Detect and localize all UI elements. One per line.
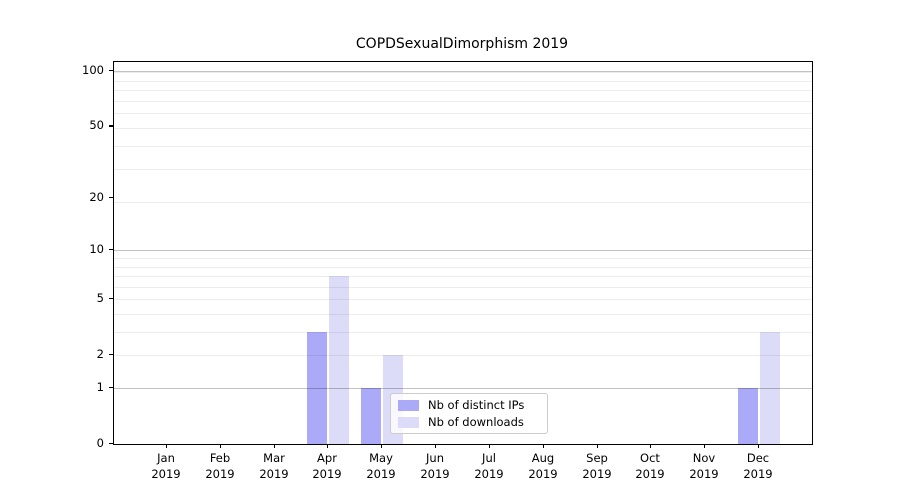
gridline-minor [114, 276, 812, 278]
gridline-major-10 [114, 250, 812, 252]
legend-item-distinct-ips: Nb of distinct IPs [398, 398, 540, 412]
x-tick-mark [435, 444, 437, 448]
x-tick-mark [327, 444, 329, 448]
x-tick-label-aug: Aug 2019 [528, 451, 558, 481]
y-tick-label-2: 2 [96, 347, 104, 362]
gridline-minor [114, 127, 812, 129]
x-tick-mark [220, 444, 222, 448]
x-tick-mark [166, 444, 168, 448]
x-tick-mark [489, 444, 491, 448]
y-tick-label-10: 10 [89, 242, 104, 257]
x-tick-mark [543, 444, 545, 448]
bar-distinct-ips-apr [307, 332, 327, 444]
x-tick-mark [704, 444, 706, 448]
legend-label-distinct-ips: Nb of distinct IPs [428, 398, 525, 412]
gridline-major-1 [114, 388, 812, 389]
y-tick-label-5: 5 [96, 291, 104, 306]
chart-title: COPDSexualDimorphism 2019 [355, 36, 569, 52]
y-tick-mark [109, 387, 113, 389]
y-tick-mark [109, 298, 113, 300]
y-tick-label-100: 100 [82, 63, 104, 78]
legend-label-downloads: Nb of downloads [428, 415, 524, 429]
gridline-minor [114, 72, 812, 73]
y-tick-mark [109, 70, 113, 72]
gridline-minor [114, 169, 812, 171]
gridline-minor [114, 202, 812, 203]
x-tick-mark [274, 444, 276, 448]
gridline-major-100 [114, 71, 812, 73]
bar-downloads-dec [760, 332, 780, 444]
bar-distinct-ips-dec [738, 388, 758, 444]
x-tick-label-dec: Dec 2019 [743, 451, 773, 481]
x-tick-label-jul: Jul 2019 [474, 451, 504, 481]
legend-swatch-downloads [398, 416, 419, 428]
x-tick-label-oct: Oct 2019 [635, 451, 665, 481]
y-tick-label-1: 1 [96, 380, 104, 394]
gridline-minor [114, 313, 812, 315]
legend-swatch-distinct-ips [398, 399, 419, 411]
x-tick-mark [650, 444, 652, 448]
gridline-minor [114, 266, 812, 268]
x-tick-label-feb: Feb 2019 [205, 451, 235, 481]
gridline-minor [114, 100, 812, 102]
legend-item-downloads: Nb of downloads [398, 415, 540, 429]
y-tick-label-20: 20 [89, 190, 104, 205]
bar-distinct-ips-may [361, 388, 381, 444]
plot-area: Nb of distinct IPs Nb of downloads [113, 61, 813, 445]
y-tick-label-0: 0 [96, 436, 104, 450]
x-tick-label-mar: Mar 2019 [259, 451, 289, 481]
gridline-minor [114, 80, 812, 82]
gridline-minor [114, 90, 812, 92]
x-tick-mark [381, 444, 383, 448]
x-tick-label-may: May 2019 [366, 451, 396, 481]
gridline-minor [114, 299, 812, 301]
x-tick-label-jun: Jun 2019 [420, 451, 450, 481]
x-tick-label-apr: Apr 2019 [312, 451, 342, 481]
gridline-minor [114, 113, 812, 115]
y-tick-label-50: 50 [89, 118, 104, 133]
gridline-minor [114, 286, 812, 288]
x-tick-mark [597, 444, 599, 448]
gridline-minor [114, 258, 812, 259]
y-tick-mark [109, 197, 113, 199]
bar-downloads-apr [329, 276, 349, 444]
y-tick-mark [109, 125, 113, 127]
x-tick-mark [758, 444, 760, 448]
gridline-minor [114, 332, 812, 334]
y-tick-mark [109, 354, 113, 356]
gridline-minor [114, 355, 812, 357]
x-tick-label-jan: Jan 2019 [151, 451, 181, 481]
y-tick-mark [109, 249, 113, 251]
y-tick-mark [109, 443, 113, 445]
x-tick-label-sep: Sep 2019 [582, 451, 612, 481]
x-tick-label-nov: Nov 2019 [689, 451, 719, 481]
legend: Nb of distinct IPs Nb of downloads [390, 393, 548, 434]
gridline-minor [114, 146, 812, 148]
